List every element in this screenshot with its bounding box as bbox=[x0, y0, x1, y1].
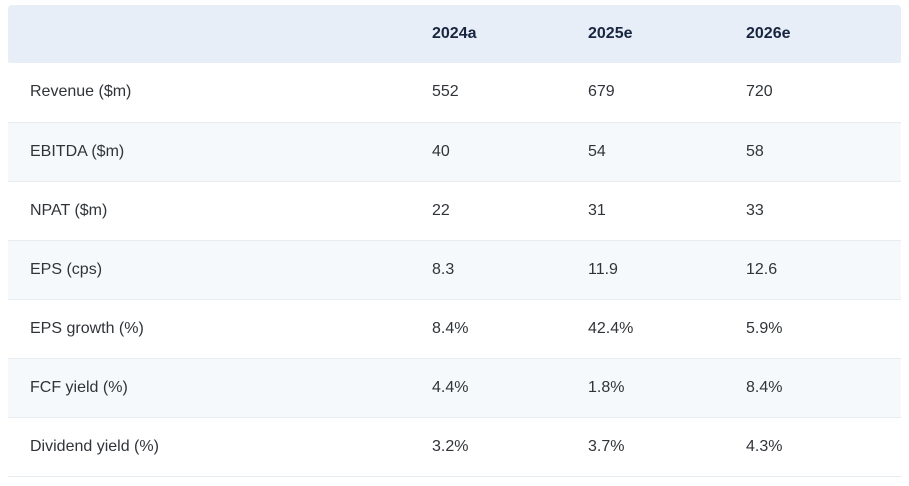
cell-value: 33 bbox=[746, 181, 901, 241]
cell-value: 31 bbox=[588, 181, 746, 241]
table-row-npat: NPAT ($m) 22 31 33 bbox=[8, 181, 901, 241]
row-label: FCF yield (%) bbox=[8, 357, 432, 418]
cell-value: 22 bbox=[432, 181, 588, 241]
cell-value: 5.9% bbox=[746, 299, 901, 359]
column-header-2024a: 2024a bbox=[432, 5, 588, 63]
table-row-revenue: Revenue ($m) 552 679 720 bbox=[8, 63, 901, 123]
cell-value: 4.4% bbox=[432, 357, 588, 418]
table-row-dividend-yield: Dividend yield (%) 3.2% 3.7% 4.3% bbox=[8, 417, 901, 477]
cell-value: 58 bbox=[746, 121, 901, 182]
cell-value: 54 bbox=[588, 121, 746, 182]
cell-value: 40 bbox=[432, 121, 588, 182]
table-row-eps-growth: EPS growth (%) 8.4% 42.4% 5.9% bbox=[8, 299, 901, 359]
cell-value: 4.3% bbox=[746, 417, 901, 477]
row-label: EPS growth (%) bbox=[8, 299, 432, 359]
financial-forecast-table: 2024a 2025e 2026e Revenue ($m) 552 679 7… bbox=[8, 5, 901, 477]
header-row: 2024a 2025e 2026e bbox=[8, 5, 901, 63]
table-row-ebitda: EBITDA ($m) 40 54 58 bbox=[8, 121, 901, 182]
cell-value: 3.7% bbox=[588, 417, 746, 477]
cell-value: 12.6 bbox=[746, 239, 901, 300]
cell-value: 720 bbox=[746, 63, 901, 123]
table-row-eps: EPS (cps) 8.3 11.9 12.6 bbox=[8, 239, 901, 300]
cell-value: 8.4% bbox=[432, 299, 588, 359]
cell-value: 679 bbox=[588, 63, 746, 123]
table-row-fcf-yield: FCF yield (%) 4.4% 1.8% 8.4% bbox=[8, 357, 901, 418]
cell-value: 8.3 bbox=[432, 239, 588, 300]
cell-value: 8.4% bbox=[746, 357, 901, 418]
row-label: NPAT ($m) bbox=[8, 181, 432, 241]
cell-value: 552 bbox=[432, 63, 588, 123]
column-header-2025e: 2025e bbox=[588, 5, 746, 63]
cell-value: 11.9 bbox=[588, 239, 746, 300]
cell-value: 42.4% bbox=[588, 299, 746, 359]
financial-forecast-table-wrap: 2024a 2025e 2026e Revenue ($m) 552 679 7… bbox=[8, 5, 901, 477]
row-label: EBITDA ($m) bbox=[8, 121, 432, 182]
row-label: Dividend yield (%) bbox=[8, 417, 432, 477]
column-header-metric bbox=[8, 5, 432, 63]
row-label: Revenue ($m) bbox=[8, 63, 432, 123]
row-label: EPS (cps) bbox=[8, 239, 432, 300]
cell-value: 1.8% bbox=[588, 357, 746, 418]
cell-value: 3.2% bbox=[432, 417, 588, 477]
column-header-2026e: 2026e bbox=[746, 5, 901, 63]
